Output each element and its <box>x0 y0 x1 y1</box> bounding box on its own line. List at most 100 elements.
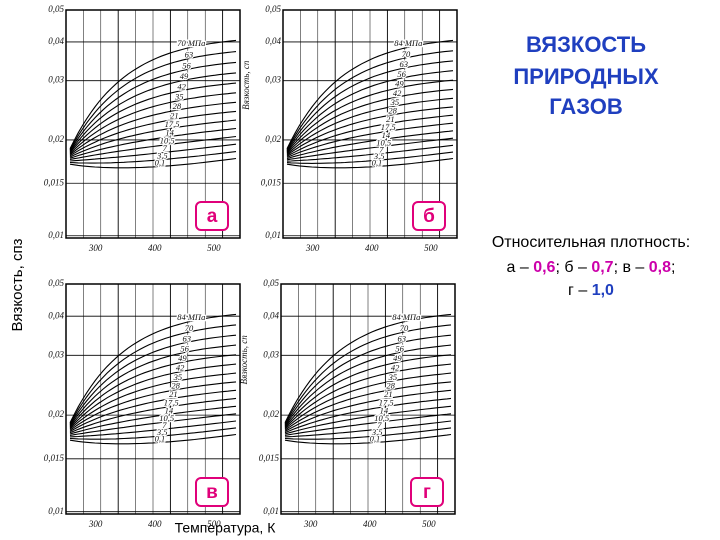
curve <box>69 61 237 151</box>
curve <box>286 157 454 169</box>
x-tick-label: 500 <box>424 243 438 253</box>
x-tick-label: 500 <box>422 519 436 529</box>
curve-label: 49 <box>393 353 402 363</box>
curve-label: 14 <box>380 405 389 415</box>
curve-label: 14 <box>165 405 174 415</box>
y-tick-label: 0,03 <box>265 75 281 85</box>
curve <box>284 354 452 428</box>
curve-label: 10,5 <box>374 413 389 423</box>
density-prefix: в – <box>622 259 644 276</box>
curve <box>69 324 237 425</box>
y-tick-label: 0,03 <box>263 349 279 359</box>
curve-label: 70 МПа <box>177 38 205 48</box>
curve <box>69 313 237 424</box>
curve-label: 84 МПа <box>392 312 420 322</box>
curve <box>69 127 237 159</box>
y-tick-label: 0,015 <box>44 177 65 187</box>
panel: 0,05 0,04 0,03 0,02 0,015 0,01 300 400 500 70 МПа… <box>44 4 241 253</box>
panel: 0,05 0,04 0,03 0,02 0,015 0,01 300 400 500 Вязкос… <box>239 278 456 529</box>
curve <box>69 363 237 429</box>
panel: 0,05 0,04 0,03 0,02 0,015 0,01 300 400 500 84 МПа… <box>44 278 241 529</box>
density-value: 0,8 <box>649 259 671 276</box>
separator: ; <box>671 259 675 276</box>
y-tick-label: 0,02 <box>265 134 281 144</box>
panel-badge <box>410 477 444 507</box>
x-axis-label: Температура, К <box>175 520 277 536</box>
title-line: ПРИРОДНЫХ <box>513 64 659 89</box>
panel-badge <box>412 201 446 231</box>
panel-label: б <box>423 206 435 227</box>
curve <box>284 433 452 445</box>
curve <box>69 389 237 432</box>
curve <box>286 122 454 158</box>
curve-label: 17,5 <box>165 119 180 129</box>
curve-label: 28 <box>173 101 182 111</box>
curve <box>69 72 237 153</box>
density-prefix: б – <box>564 259 587 276</box>
density-caption: Относительная плотность: <box>492 234 690 251</box>
curve <box>286 144 454 162</box>
y-tick-label: 0,04 <box>48 36 64 46</box>
curve-label: 63 <box>400 59 409 69</box>
curve-label: 21 <box>384 389 393 399</box>
curve-label: 28 <box>388 106 397 116</box>
curve <box>286 70 454 152</box>
curve-label: 35 <box>388 372 398 382</box>
curve-label: 56 <box>397 69 406 79</box>
curve-label: 3,5 <box>373 151 385 161</box>
curve-label: 42 <box>177 82 186 92</box>
density-prefix: г – <box>568 282 587 299</box>
curve-label: 84 МПа <box>394 38 422 48</box>
panel-y-title: Вязкость, сп <box>239 335 249 385</box>
y-tick-label: 0,015 <box>261 177 282 187</box>
curve-label: 49 <box>395 79 404 89</box>
y-tick-label: 0,05 <box>263 278 279 288</box>
curve <box>69 101 237 156</box>
curve-label: 0,1 <box>372 157 383 167</box>
separator: ; <box>555 259 559 276</box>
x-tick-label: 400 <box>148 243 162 253</box>
x-tick-label: 500 <box>207 243 221 253</box>
x-tick-label: 300 <box>305 243 320 253</box>
curve <box>284 344 452 427</box>
density-line: г – 1,0 <box>568 282 614 299</box>
curve-label: 21 <box>169 389 178 399</box>
curve-label: 42 <box>176 363 185 373</box>
curve-label: 21 <box>386 114 395 124</box>
curve <box>69 381 237 431</box>
curve-label: 0,1 <box>370 433 381 443</box>
title-line: ГАЗОВ <box>549 94 622 119</box>
x-tick-label: 300 <box>88 243 103 253</box>
y-tick-label: 0,03 <box>48 75 64 85</box>
curve-label: 17,5 <box>381 122 396 132</box>
curve-label: 28 <box>386 381 395 391</box>
curve-label: 70 <box>400 323 409 333</box>
curve-label: 7 <box>377 420 382 430</box>
curve <box>286 151 454 164</box>
curve <box>69 51 237 151</box>
curve <box>69 354 237 428</box>
curve-label: 14 <box>382 130 391 140</box>
curve <box>69 82 237 154</box>
curve <box>69 334 237 426</box>
y-tick-label: 0,05 <box>48 4 64 14</box>
y-tick-label: 0,02 <box>48 409 64 419</box>
curve-label: 70 <box>185 323 194 333</box>
curve-label: 35 <box>173 372 183 382</box>
curve-label: 0,1 <box>155 157 166 167</box>
density-line: а – 0,6; б – 0,7; в – 0,8; <box>507 259 676 276</box>
curve <box>284 389 452 432</box>
curve-label: 10,5 <box>376 137 391 147</box>
curve <box>284 397 452 434</box>
curve-label: 3,5 <box>371 427 383 437</box>
curve <box>69 420 237 438</box>
curve <box>284 420 452 438</box>
panels: 0,05 0,04 0,03 0,02 0,015 0,01 300 400 500 70 МПа… <box>44 4 458 529</box>
curve <box>284 381 452 431</box>
curve <box>69 405 237 435</box>
curve-label: 3,5 <box>156 151 168 161</box>
curve <box>284 413 452 436</box>
curve <box>286 79 454 153</box>
curve-label: 7 <box>163 143 168 153</box>
